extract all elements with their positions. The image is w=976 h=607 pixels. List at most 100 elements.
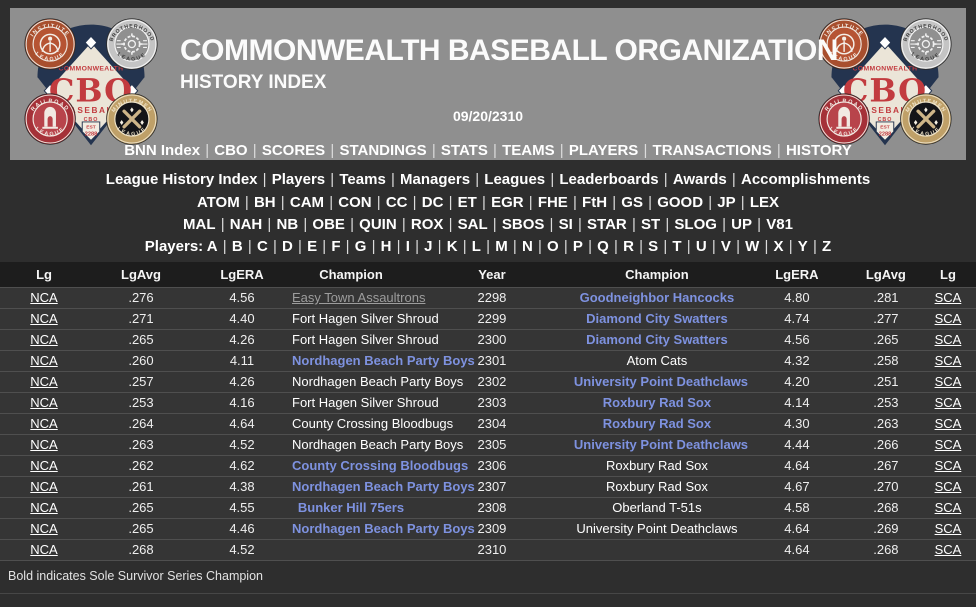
league-link-con[interactable]: CON bbox=[338, 194, 372, 211]
players-letter-c[interactable]: C bbox=[256, 238, 268, 255]
nav-history[interactable]: HISTORY bbox=[785, 142, 852, 159]
league-link-slog[interactable]: SLOG bbox=[674, 216, 717, 233]
players-letter-d[interactable]: D bbox=[282, 238, 293, 255]
league-link-fth[interactable]: FtH bbox=[582, 194, 608, 211]
history-nav-teams[interactable]: Teams bbox=[339, 171, 386, 188]
champion-right-link[interactable]: University Point Deathclaws bbox=[576, 521, 738, 536]
history-nav-managers[interactable]: Managers bbox=[400, 171, 471, 188]
league-link-atom[interactable]: ATOM bbox=[196, 194, 240, 211]
league-left-link[interactable]: NCA bbox=[30, 353, 58, 368]
players-letter-y[interactable]: Y bbox=[797, 238, 808, 255]
players-letter-g[interactable]: G bbox=[354, 238, 367, 255]
league-right-link[interactable]: SCA bbox=[934, 437, 962, 452]
champion-right-link[interactable]: Roxbury Rad Sox bbox=[602, 416, 712, 431]
nav-cbo[interactable]: CBO bbox=[214, 142, 248, 159]
league-link-st[interactable]: ST bbox=[641, 216, 661, 233]
history-nav-leagues[interactable]: Leagues bbox=[484, 171, 546, 188]
champion-left-link[interactable]: Fort Hagen Silver Shroud bbox=[292, 395, 439, 410]
history-nav-league-history-index[interactable]: League History Index bbox=[105, 171, 258, 188]
champion-left-link[interactable]: Nordhagen Beach Party Boys bbox=[292, 374, 464, 389]
players-letter-f[interactable]: F bbox=[331, 238, 341, 255]
history-nav-leaderboards[interactable]: Leaderboards bbox=[559, 171, 659, 188]
league-right-link[interactable]: SCA bbox=[934, 416, 962, 431]
champion-left-link[interactable]: Fort Hagen Silver Shroud bbox=[292, 311, 439, 326]
champion-right-link[interactable]: Diamond City Swatters bbox=[586, 311, 728, 326]
league-left-link[interactable]: NCA bbox=[30, 311, 58, 326]
nav-players[interactable]: PLAYERS bbox=[568, 142, 639, 159]
league-link-nb[interactable]: NB bbox=[276, 216, 299, 233]
league-right-link[interactable]: SCA bbox=[934, 500, 962, 515]
players-letter-z[interactable]: Z bbox=[822, 238, 832, 255]
nav-transactions[interactable]: TRANSACTIONS bbox=[652, 142, 772, 159]
history-nav-awards[interactable]: Awards bbox=[672, 171, 727, 188]
league-right-link[interactable]: SCA bbox=[934, 290, 962, 305]
players-letter-r[interactable]: R bbox=[623, 238, 634, 255]
players-letter-i[interactable]: I bbox=[405, 238, 410, 255]
league-link-v81[interactable]: V81 bbox=[766, 216, 793, 233]
league-link-sbos[interactable]: SBOS bbox=[501, 216, 545, 233]
league-right-link[interactable]: SCA bbox=[934, 353, 962, 368]
league-left-link[interactable]: NCA bbox=[30, 290, 58, 305]
league-left-link[interactable]: NCA bbox=[30, 542, 58, 557]
players-letter-h[interactable]: H bbox=[380, 238, 392, 255]
champion-right-link[interactable]: Diamond City Swatters bbox=[586, 332, 728, 347]
league-link-quin[interactable]: QUIN bbox=[359, 216, 397, 233]
league-left-link[interactable]: NCA bbox=[30, 395, 58, 410]
league-right-link[interactable]: SCA bbox=[934, 479, 962, 494]
champion-left-link[interactable]: Bunker Hill 75ers bbox=[297, 500, 405, 515]
champion-right-link[interactable]: University Point Deathclaws bbox=[573, 437, 749, 452]
league-link-fhe[interactable]: FHE bbox=[537, 194, 568, 211]
champion-left-link[interactable]: Easy Town Assaultrons bbox=[292, 290, 426, 305]
league-right-link[interactable]: SCA bbox=[934, 311, 962, 326]
league-link-rox[interactable]: ROX bbox=[410, 216, 444, 233]
champion-right-link[interactable]: Oberland T-51s bbox=[612, 500, 702, 515]
league-link-dc[interactable]: DC bbox=[421, 194, 444, 211]
league-link-mal[interactable]: MAL bbox=[183, 216, 216, 233]
nav-scores[interactable]: SCORES bbox=[261, 142, 326, 159]
players-letter-t[interactable]: T bbox=[672, 238, 682, 255]
league-left-link[interactable]: NCA bbox=[30, 458, 58, 473]
history-nav-players[interactable]: Players bbox=[271, 171, 326, 188]
champion-right-link[interactable]: Goodneighbor Hancocks bbox=[579, 290, 735, 305]
league-link-cam[interactable]: CAM bbox=[289, 194, 325, 211]
nav-standings[interactable]: STANDINGS bbox=[339, 142, 427, 159]
league-left-link[interactable]: NCA bbox=[30, 479, 58, 494]
players-letter-l[interactable]: L bbox=[471, 238, 481, 255]
players-letter-x[interactable]: X bbox=[773, 238, 784, 255]
champion-right-link[interactable]: University Point Deathclaws bbox=[573, 374, 749, 389]
league-right-link[interactable]: SCA bbox=[934, 521, 962, 536]
players-letter-s[interactable]: S bbox=[648, 238, 659, 255]
league-link-nah[interactable]: NAH bbox=[229, 216, 263, 233]
league-link-bh[interactable]: BH bbox=[253, 194, 276, 211]
champion-left-link[interactable]: Nordhagen Beach Party Boys bbox=[292, 521, 475, 536]
champion-right-link[interactable]: Roxbury Rad Sox bbox=[605, 458, 708, 473]
league-link-jp[interactable]: JP bbox=[717, 194, 736, 211]
players-letter-w[interactable]: W bbox=[745, 238, 760, 255]
league-left-link[interactable]: NCA bbox=[30, 332, 58, 347]
league-left-link[interactable]: NCA bbox=[30, 521, 58, 536]
champion-right-link[interactable]: Roxbury Rad Sox bbox=[602, 395, 712, 410]
league-link-cc[interactable]: CC bbox=[385, 194, 408, 211]
league-link-obe[interactable]: OBE bbox=[312, 216, 345, 233]
players-letter-o[interactable]: O bbox=[547, 238, 559, 255]
league-link-lex[interactable]: LEX bbox=[749, 194, 780, 211]
league-left-link[interactable]: NCA bbox=[30, 374, 58, 389]
players-letter-v[interactable]: V bbox=[720, 238, 731, 255]
champion-left-link[interactable]: County Crossing Bloodbugs bbox=[292, 416, 454, 431]
league-link-et[interactable]: ET bbox=[457, 194, 477, 211]
league-right-link[interactable]: SCA bbox=[934, 332, 962, 347]
players-letter-a[interactable]: A bbox=[206, 238, 218, 255]
champion-left-link[interactable]: County Crossing Bloodbugs bbox=[292, 458, 469, 473]
nav-teams[interactable]: TEAMS bbox=[502, 142, 555, 159]
league-link-sal[interactable]: SAL bbox=[457, 216, 488, 233]
players-letter-n[interactable]: N bbox=[521, 238, 533, 255]
champion-right-link[interactable]: Roxbury Rad Sox bbox=[605, 479, 708, 494]
league-link-si[interactable]: SI bbox=[558, 216, 573, 233]
champion-left-link[interactable]: Nordhagen Beach Party Boys bbox=[292, 479, 475, 494]
league-link-good[interactable]: GOOD bbox=[657, 194, 704, 211]
players-letter-p[interactable]: P bbox=[572, 238, 583, 255]
league-left-link[interactable]: NCA bbox=[30, 500, 58, 515]
nav-bnn-index[interactable]: BNN Index bbox=[124, 142, 201, 159]
league-right-link[interactable]: SCA bbox=[934, 542, 962, 557]
league-link-star[interactable]: STAR bbox=[587, 216, 627, 233]
